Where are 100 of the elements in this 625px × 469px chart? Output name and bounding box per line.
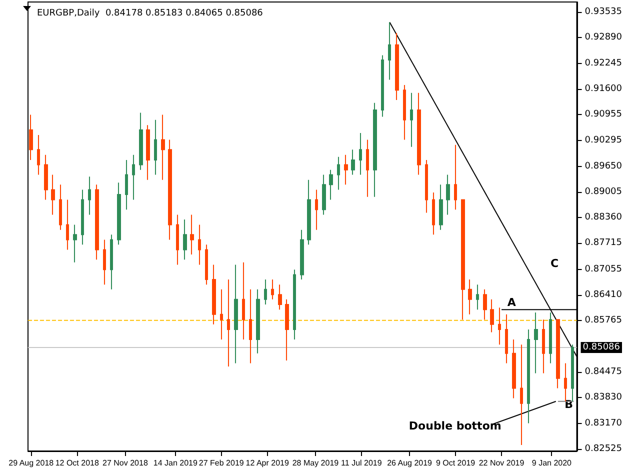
y-tick-label: 0.83170 bbox=[584, 418, 622, 429]
y-tick-label: 0.82525 bbox=[584, 444, 622, 454]
candlestick bbox=[37, 134, 40, 176]
candlestick bbox=[249, 288, 252, 364]
candlestick bbox=[190, 214, 194, 255]
x-tick-label: 14 Jan 2019 bbox=[153, 458, 198, 468]
candlestick bbox=[227, 279, 230, 367]
candlestick bbox=[271, 279, 274, 300]
candlestick bbox=[527, 329, 530, 424]
candlestick bbox=[205, 244, 208, 286]
ref-line-label: 0.85086 bbox=[582, 342, 620, 353]
candlestick bbox=[425, 160, 428, 214]
candlestick bbox=[366, 139, 369, 198]
y-tick-label: 0.87055 bbox=[584, 264, 622, 274]
candlestick bbox=[388, 22, 391, 80]
candlestick bbox=[125, 160, 128, 210]
candlestick bbox=[103, 239, 106, 286]
y-tick-label: 0.90955 bbox=[584, 110, 622, 120]
candlestick bbox=[498, 307, 501, 346]
y-tick-label: 0.88360 bbox=[584, 212, 622, 223]
text: EURGBP,Daily 0.84178 0.85183 0.84065 0.85086 bbox=[37, 8, 264, 18]
candlestick bbox=[337, 156, 340, 190]
candlestick bbox=[410, 92, 413, 148]
y-tick-label: 0.91600 bbox=[584, 84, 622, 94]
candlestick bbox=[183, 219, 187, 260]
annotation: A bbox=[507, 296, 516, 309]
x-tick-label: 9 Jan 2020 bbox=[532, 458, 572, 468]
x-tick-label: 9 Oct 2019 bbox=[436, 458, 476, 468]
candlestick bbox=[198, 224, 201, 266]
candlestick bbox=[300, 229, 304, 280]
candlestick bbox=[564, 362, 567, 402]
y-tick-label: 0.92890 bbox=[584, 32, 622, 43]
y-tick-label: 0.92245 bbox=[584, 58, 622, 68]
x-tick-label: 11 Jul 2019 bbox=[341, 458, 382, 468]
candlestick bbox=[146, 124, 150, 180]
y-tick-label: 0.85765 bbox=[584, 316, 622, 326]
candlestick bbox=[29, 114, 33, 161]
candlestick bbox=[278, 284, 282, 310]
candlestick bbox=[212, 264, 216, 325]
annotation: C bbox=[550, 256, 559, 270]
x-tick-label: 12 Apr 2019 bbox=[246, 458, 290, 468]
candlestick bbox=[571, 344, 574, 402]
y-tick-label: 0.87715 bbox=[584, 238, 622, 248]
candlestick bbox=[490, 298, 494, 333]
candlestick bbox=[446, 174, 450, 216]
x-tick-label: 12 Oct 2018 bbox=[55, 458, 100, 468]
candlestick bbox=[81, 189, 84, 246]
x-tick-label: 28 May 2019 bbox=[292, 458, 340, 468]
candlestick bbox=[264, 279, 267, 306]
candlestick bbox=[220, 288, 223, 340]
candlestick bbox=[154, 119, 157, 176]
candlestick bbox=[439, 184, 443, 230]
candlestick bbox=[176, 214, 179, 266]
y-tick-label: 0.93535 bbox=[584, 7, 622, 18]
candlestick bbox=[534, 312, 538, 374]
y-tick-label: 0.84475 bbox=[584, 366, 622, 377]
candlestick bbox=[117, 182, 121, 246]
candlestick bbox=[549, 312, 552, 364]
x-tick-label: 29 Aug 2018 bbox=[8, 458, 54, 468]
candlestick bbox=[344, 154, 348, 186]
candlestick bbox=[161, 114, 165, 180]
candlestick bbox=[556, 319, 560, 389]
candlestick bbox=[95, 184, 99, 260]
x-tick-label: 27 Nov 2018 bbox=[102, 458, 148, 468]
x-tick-label: 27 Feb 2019 bbox=[198, 458, 244, 468]
candlestick bbox=[293, 269, 296, 340]
y-tick-label: 0.86410 bbox=[584, 290, 622, 300]
candlestick bbox=[395, 32, 399, 101]
candlestick bbox=[285, 298, 289, 361]
candlestick bbox=[373, 102, 377, 198]
y-tick-label: 0.89650 bbox=[584, 161, 622, 172]
x-tick-label: 26 Aug 2019 bbox=[387, 458, 433, 468]
candlestick bbox=[44, 154, 48, 200]
candlestick bbox=[359, 132, 362, 176]
candlestick bbox=[110, 234, 113, 290]
candlestick bbox=[168, 139, 172, 240]
candlestick bbox=[322, 174, 326, 216]
x-tick-label: 22 Nov 2019 bbox=[478, 458, 525, 468]
y-tick-label: 0.83830 bbox=[584, 392, 622, 402]
candlestick bbox=[432, 192, 435, 236]
candlestick bbox=[505, 314, 508, 364]
candlestick bbox=[66, 199, 69, 250]
candlestick bbox=[483, 288, 487, 320]
candlestick bbox=[461, 199, 465, 320]
candlestick bbox=[520, 344, 523, 446]
candlestick bbox=[315, 189, 318, 230]
candlestick bbox=[307, 179, 311, 246]
candlestick bbox=[234, 264, 238, 364]
y-tick-label: 0.89005 bbox=[584, 186, 622, 197]
candlestick bbox=[88, 176, 91, 216]
candlestick bbox=[242, 262, 245, 340]
candlestick bbox=[542, 319, 545, 374]
candlestick bbox=[454, 144, 457, 210]
y-tick-label: 0.90295 bbox=[584, 136, 622, 146]
candlestick bbox=[381, 54, 384, 118]
candlestick bbox=[468, 279, 472, 315]
candlestick bbox=[132, 154, 135, 200]
candlestick bbox=[256, 288, 260, 354]
annotation: Double bottom bbox=[408, 419, 502, 432]
candlestick bbox=[476, 284, 479, 310]
